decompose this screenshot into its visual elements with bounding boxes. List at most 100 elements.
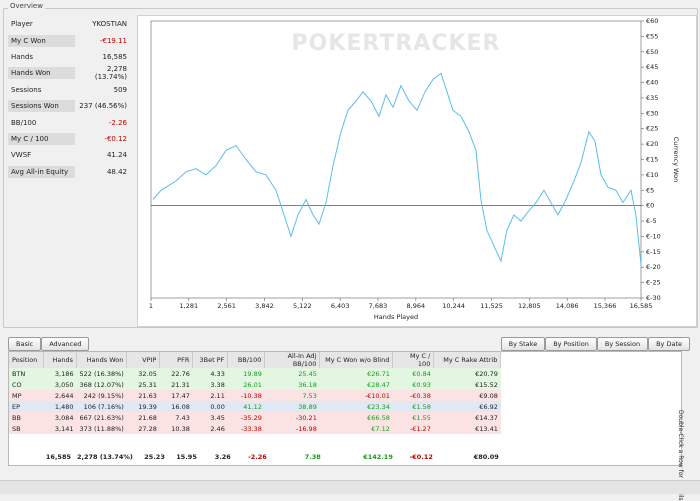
table-cell: BTN	[12, 369, 26, 378]
table-cell: 242 (9.15%)	[83, 391, 124, 400]
stat-row: Sessions 509	[8, 82, 130, 98]
watermark: POKERTRACKER	[292, 31, 501, 56]
table-cell: 21.31	[171, 380, 190, 389]
column-header[interactable]: 3Bet PF	[192, 352, 229, 368]
stat-value: 48.42	[106, 167, 127, 176]
table-cell: -10.38	[240, 391, 262, 400]
stat-value: 16,585	[102, 52, 128, 61]
table-cell: 27.28	[138, 424, 157, 433]
tab-button[interactable]: Advanced	[41, 337, 90, 351]
group-button[interactable]: By Position	[545, 337, 597, 351]
plot-frame	[150, 20, 642, 299]
y-tick-label: €35	[646, 94, 658, 102]
table-cell: €7.12	[371, 424, 390, 433]
tab-button[interactable]: Basic	[8, 337, 42, 351]
y-axis-label: Currency Won	[672, 137, 680, 183]
column-header[interactable]: Hands Won	[76, 352, 128, 368]
table-row[interactable]: BTN 3,186 522 (16.38%) 32.05 22.76 4.33 19.89 2…	[9, 368, 501, 379]
table-cell: BB	[12, 413, 21, 422]
table-cell: -€10.01	[364, 391, 390, 400]
stat-value: -2.26	[108, 118, 127, 127]
stats-panel: Player YKOSTIAN My C Won -€19.11 Hands 16,585…	[8, 16, 130, 180]
total-cell: 3.26	[214, 452, 231, 461]
x-tick-label: 11,525	[480, 302, 503, 310]
spacer	[8, 451, 42, 462]
table-cell: 19.89	[243, 369, 262, 378]
group-button[interactable]: By Session	[596, 337, 649, 351]
y-tick-label: €30	[646, 109, 658, 117]
total-cell: 25.23	[144, 452, 165, 461]
stat-label: My C Won	[8, 34, 75, 47]
column-header[interactable]: Position	[9, 352, 44, 368]
stat-label: Player	[11, 20, 33, 29]
table-cell: -16.98	[295, 424, 317, 433]
table-cell: €26.71	[367, 369, 390, 378]
total-cell: 15.95	[176, 452, 197, 461]
column-header[interactable]: My C Won w/o Blind	[319, 352, 394, 368]
group-button[interactable]: By Date	[648, 337, 690, 351]
stat-value: YKOSTIAN	[92, 20, 127, 29]
group-button[interactable]: By Stake	[500, 337, 546, 351]
table-row[interactable]: CO 3,050 368 (12.07%) 25.31 21.31 3.38 26.01 36…	[9, 379, 501, 390]
stat-label: Sessions Won	[8, 100, 75, 113]
total-row: 16,585 2,278 (13.74%) 25.23 15.95 3.26 -2.26 7…	[8, 451, 502, 462]
column-header[interactable]: Hands	[43, 352, 77, 368]
table-cell: €28.47	[367, 380, 390, 389]
y-tick-label: €5	[646, 186, 654, 194]
chart-panel: POKERTRACKER €-30 €-25 €-20 €-15 €-10 €-5 €0 €5 €…	[137, 15, 697, 327]
table-cell: 32.05	[138, 369, 157, 378]
column-header[interactable]: All-In Adj BB/100	[264, 352, 321, 368]
y-tick-label: €-15	[646, 248, 661, 256]
stat-label: VWSF	[11, 151, 32, 160]
table-cell: €66.58	[367, 413, 390, 422]
table-cell: 7.53	[302, 391, 317, 400]
stat-value: -€0.12	[104, 134, 127, 143]
overview-group	[3, 8, 698, 328]
stat-row: Avg All-in Equity 48.42	[8, 164, 130, 180]
y-tick-label: €-10	[646, 232, 661, 240]
table-row[interactable]: BB 3,084 667 (21.63%) 21.68 7.43 3.45 -35.29 -3…	[9, 412, 501, 423]
y-tick-label: €-30	[646, 294, 661, 302]
table-cell: SB	[12, 424, 21, 433]
y-tick-label: €40	[646, 79, 658, 87]
column-header[interactable]: BB/100	[227, 352, 266, 368]
table-cell: 38.89	[298, 402, 317, 411]
stat-row: Player YKOSTIAN	[8, 16, 130, 32]
table-cell: -33.38	[240, 424, 262, 433]
x-tick-label: 1	[149, 302, 153, 310]
table-cell: 1,480	[54, 402, 74, 411]
table-cell: 0.00	[210, 402, 225, 411]
table-cell: CO	[12, 380, 22, 389]
y-tick-label: €10	[646, 171, 658, 179]
column-header[interactable]: My C Rake Attrib	[433, 352, 502, 368]
table-cell: 3,050	[54, 380, 74, 389]
column-header[interactable]: VPIP	[126, 352, 161, 368]
table-cell: 10.38	[171, 424, 190, 433]
stat-label: Avg All-in Equity	[8, 165, 75, 178]
table-cell: 3,141	[54, 424, 74, 433]
stat-value: -€19.11	[99, 36, 127, 45]
table-row[interactable]: SB 3,141 373 (11.88%) 27.28 10.38 2.46 -33.38 -…	[9, 423, 501, 434]
table-cell: 26.01	[243, 380, 262, 389]
table-cell: 667 (21.63%)	[79, 413, 124, 422]
table-cell: 21.63	[138, 391, 157, 400]
group-title: Overview	[8, 2, 45, 10]
table-cell: €1.55	[412, 413, 431, 422]
stat-value: 2,278 (13.74%)	[94, 65, 127, 82]
x-tick-label: 7,683	[369, 302, 388, 310]
column-header[interactable]: My C / 100	[392, 352, 435, 368]
stat-label: My C / 100	[8, 132, 75, 145]
table-cell: €15.52	[475, 380, 498, 389]
x-tick-label: 6,403	[331, 302, 350, 310]
table-cell: 2.11	[210, 391, 225, 400]
column-header[interactable]: PFR	[159, 352, 194, 368]
stat-row: BB/100 -2.26	[8, 114, 130, 130]
table-cell: €23.34	[367, 402, 390, 411]
x-tick-label: 10,244	[442, 302, 465, 310]
table-row[interactable]: EP 1,480 106 (7.16%) 19.39 16.08 0.00 41.12 38.…	[9, 401, 501, 412]
total-cell: €80.09	[473, 452, 499, 461]
x-tick-label: 14,086	[556, 302, 579, 310]
profit-line	[152, 72, 642, 265]
table-row[interactable]: MP 2,644 242 (9.15%) 21.63 17.47 2.11 -10.38 7.…	[9, 390, 501, 401]
table-cell: 19.39	[138, 402, 157, 411]
